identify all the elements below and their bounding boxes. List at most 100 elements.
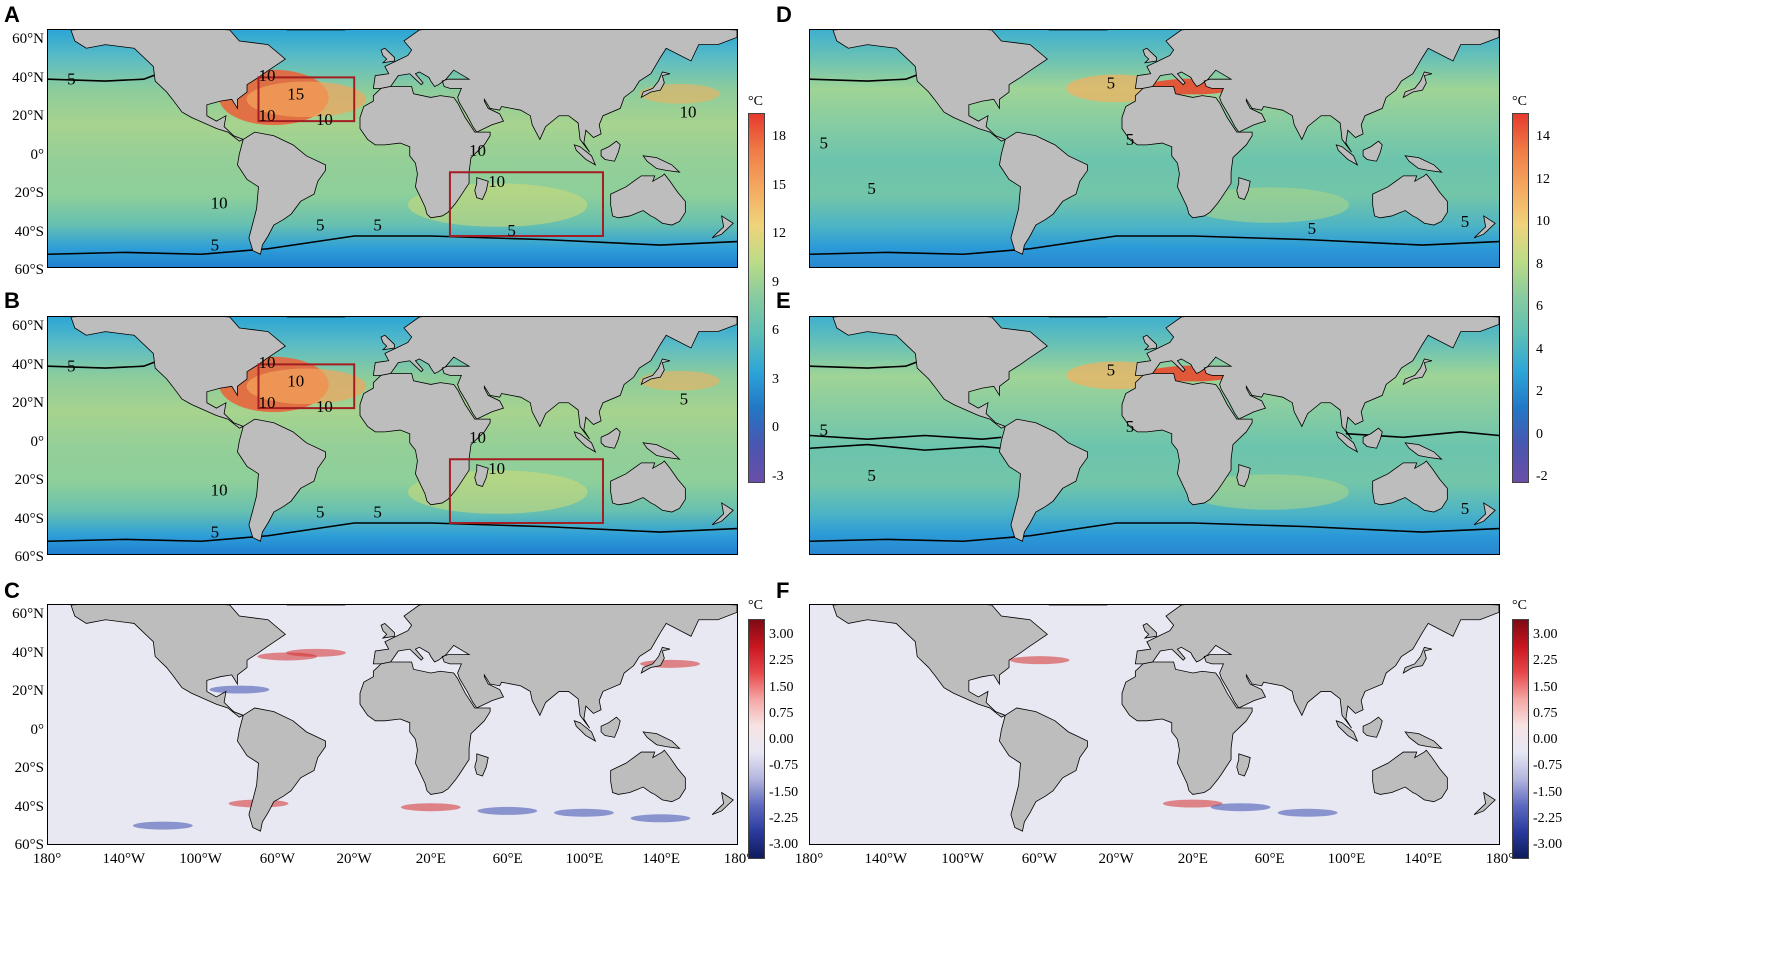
lat-label: 60°N xyxy=(12,31,44,47)
colorbar-tick-label: 2.25 xyxy=(1533,653,1558,669)
lat-label: 60°N xyxy=(12,318,44,334)
colorbar-tick-label: 2 xyxy=(1536,384,1543,399)
lon-label: 100°W xyxy=(941,851,984,867)
lon-label: 180° xyxy=(794,851,824,867)
panel-label-a: A xyxy=(4,2,20,27)
lon-label: 180° xyxy=(1485,851,1515,867)
lat-label: 20°N xyxy=(12,108,44,124)
lat-label: 40°S xyxy=(14,798,44,815)
colorbar-tick-label: 8 xyxy=(1536,256,1543,272)
colorbar-tick-label: 4 xyxy=(1536,341,1543,357)
map-panel-d: 5 5 5 5 5 5 xyxy=(809,29,1500,268)
colorbar-left-temperature xyxy=(748,113,765,483)
contour-label-e-1: 5 xyxy=(1107,360,1115,379)
lon-label: 60°W xyxy=(259,851,295,867)
colorbar-tick-label: -0.75 xyxy=(1533,758,1563,774)
study-area-box xyxy=(257,76,356,123)
lon-label: 180° xyxy=(723,851,753,867)
contour-label-b-1: 5 xyxy=(373,503,381,522)
lon-label: 180° xyxy=(32,851,62,867)
colorbar-tick-label: 12 xyxy=(1536,171,1550,187)
colorbar-tick-label: -3.00 xyxy=(1533,837,1563,852)
lon-label: 140°W xyxy=(864,851,908,867)
contour-label-a-1: 5 xyxy=(373,216,381,235)
lat-label: 0° xyxy=(30,433,45,450)
lat-label: 20°N xyxy=(12,683,44,699)
contour-label-d-4: 5 xyxy=(1461,212,1469,231)
colorbar-tick-label: 0.75 xyxy=(769,705,794,721)
colorbar-tick-label: 0.00 xyxy=(769,732,794,747)
lat-label: 40°S xyxy=(14,223,44,240)
contour-label-b-3: 10 xyxy=(287,371,304,390)
lat-label: 60°S xyxy=(14,549,44,565)
lon-label: 140°E xyxy=(642,851,681,867)
lat-label: 40°N xyxy=(12,69,44,86)
colorbar-tick-label: 1.50 xyxy=(1533,679,1558,695)
contour-label-d-5: 5 xyxy=(1308,219,1316,238)
contour-label-b-4: 10 xyxy=(259,393,276,412)
lon-label: 20°W xyxy=(1098,851,1134,867)
map-panel-c xyxy=(47,604,738,845)
colorbar-tick-label: 9 xyxy=(772,274,779,290)
contour-label-a-2: 10 xyxy=(259,66,276,85)
contour-label-e-3: 5 xyxy=(820,421,828,440)
lat-label: 20°N xyxy=(12,395,44,411)
colorbar-tick-label: -2.25 xyxy=(1533,810,1563,826)
colorbar-tick-label: -0.75 xyxy=(769,758,799,774)
study-area-box xyxy=(448,171,604,237)
lon-label: 100°W xyxy=(179,851,222,867)
colorbar-diff-left-unit: °C xyxy=(748,598,763,613)
contour-label-e-4: 5 xyxy=(1461,499,1469,518)
colorbar-tick-label: -2 xyxy=(1536,469,1548,484)
lon-label: 60°E xyxy=(492,851,523,867)
colorbar-tick-label: 3.00 xyxy=(1533,627,1558,642)
contour-label-a-8: 10 xyxy=(211,194,228,213)
contour-label-d-2: 5 xyxy=(1126,130,1134,149)
colorbar-tick-label: 15 xyxy=(772,177,786,193)
map-panel-b: 5 5 10 10 10 10 10 10 10 5 5 5 xyxy=(47,316,738,555)
lat-label: 40°S xyxy=(14,510,44,527)
contour-label-b-0: 5 xyxy=(67,357,75,376)
panel-label-d: D xyxy=(776,2,792,27)
colorbar-tick-label: 10 xyxy=(1536,214,1550,229)
colorbar-tick-label: 3.00 xyxy=(769,627,794,642)
lon-label: 100°E xyxy=(565,851,604,867)
lon-label: 60°W xyxy=(1021,851,1057,867)
contour-label-a-0: 5 xyxy=(67,70,75,89)
lat-label: 20°S xyxy=(14,185,44,201)
colorbar-tick-label: 0.75 xyxy=(1533,705,1558,721)
lat-label: 0° xyxy=(30,721,45,738)
contour-label-a-11: 5 xyxy=(211,236,219,255)
colorbar-tick-label: -3.00 xyxy=(769,837,799,852)
colorbar-tick-label: 1.50 xyxy=(769,679,794,695)
contour-label-a-5: 10 xyxy=(316,110,333,129)
colorbar-tick-label: 0 xyxy=(772,420,779,436)
panel-label-f: F xyxy=(776,578,790,603)
contour-label-b-9: 5 xyxy=(680,390,688,409)
lon-label: 20°E xyxy=(415,851,446,867)
lat-label: 40°N xyxy=(12,644,44,661)
contour-label-a-4: 10 xyxy=(259,106,276,125)
map-panel-e: 5 5 5 5 5 xyxy=(809,316,1500,555)
lon-label: 100°E xyxy=(1327,851,1366,867)
colorbar-tick-label: -2.25 xyxy=(769,810,799,826)
panel-label-e: E xyxy=(776,288,791,313)
lon-label: 60°E xyxy=(1254,851,1285,867)
colorbar-tick-label: 6 xyxy=(1536,299,1543,314)
panel-label-b: B xyxy=(4,288,20,313)
colorbar-difference-right xyxy=(1512,619,1529,859)
colorbar-diff-right-unit: °C xyxy=(1512,598,1527,613)
lat-label: 20°S xyxy=(14,760,44,776)
colorbar-tick-label: -1.50 xyxy=(769,784,799,800)
contour-label-b-10: 5 xyxy=(316,503,324,522)
contour-label-d-3: 5 xyxy=(820,134,828,153)
lon-label: 140°E xyxy=(1404,851,1443,867)
colorbar-tick-label: 14 xyxy=(1536,129,1550,144)
contour-label-e-2: 5 xyxy=(1126,417,1134,436)
contour-label-a-12: 5 xyxy=(507,221,515,240)
map-panel-f xyxy=(809,604,1500,845)
contour-label-b-2: 10 xyxy=(259,353,276,372)
lon-label: 140°W xyxy=(102,851,146,867)
contour-label-b-8: 10 xyxy=(211,481,228,500)
colorbar-right-temperature xyxy=(1512,113,1529,483)
